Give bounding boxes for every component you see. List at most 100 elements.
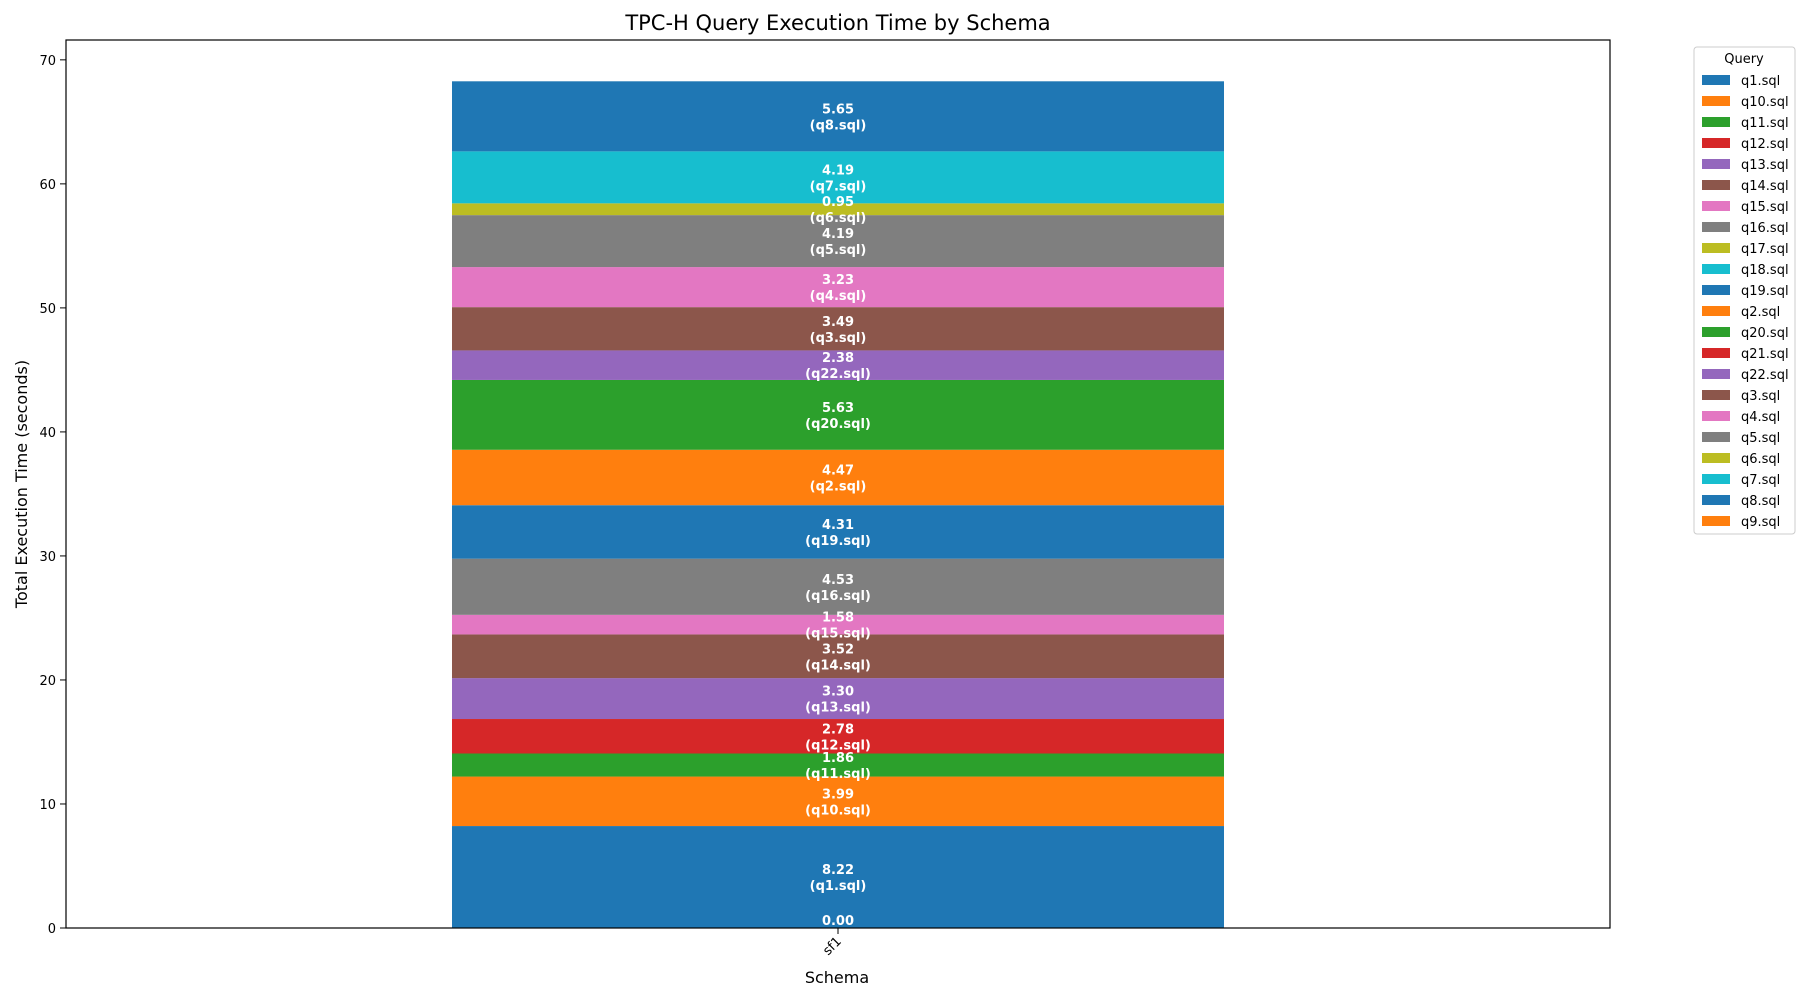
bar-segment-q11 [452,753,1224,777]
data-label-series: (q6.sql) [810,211,867,226]
legend-swatch [1702,432,1730,442]
legend-entry: q22.sql [1741,368,1789,383]
legend-entry: q2.sql [1741,305,1780,320]
legend-swatch [1702,411,1730,421]
legend-entry: q8.sql [1741,494,1780,509]
data-label-series: (q16.sql) [805,589,871,604]
chart-title: TPC-H Query Execution Time by Schema [624,11,1050,35]
legend-swatch [1702,369,1730,379]
legend-entry: q1.sql [1741,74,1780,89]
legend-swatch [1702,222,1730,232]
legend-swatch [1702,180,1730,190]
legend-entry: q4.sql [1741,410,1780,425]
legend-entry: q14.sql [1741,179,1789,194]
bar-segment-q4 [452,267,1224,308]
data-label-series: (q2.sql) [810,479,867,494]
data-label-value: 1.58 [822,611,854,626]
bar-segment-q20 [452,379,1224,450]
legend-entry: q11.sql [1741,116,1789,131]
y-tick-label: 20 [39,674,56,689]
data-labels-layer: 0.00 8.22(q1.sql) 3.99(q10.sql) 1.86(q11.sq… [805,102,871,929]
legend-swatch [1702,264,1730,274]
data-label-series: (q20.sql) [805,417,871,432]
legend-swatch [1702,285,1730,295]
data-label-value: 3.49 [822,315,854,330]
x-axis-title: Schema [805,968,869,987]
data-label-value: 3.30 [822,685,854,700]
y-tick-label: 50 [39,302,56,317]
legend-entry: q15.sql [1741,200,1789,215]
legend-swatch [1702,348,1730,358]
legend-swatch [1702,327,1730,337]
legend[interactable]: Query q1.sql q10.sql q11.sql q12.sql q13.sql… [1693,46,1796,535]
bar-segment-q1 [452,826,1224,928]
legend-swatch [1702,243,1730,253]
bar-segment-q12 [452,719,1224,754]
bar-segment-q14 [452,634,1224,679]
legend-entry: q16.sql [1741,221,1789,236]
legend-entry: q7.sql [1741,473,1780,488]
bar-segment-q10 [452,776,1224,827]
data-label-series: (q19.sql) [805,534,871,549]
data-label-value: 0.95 [822,195,854,210]
data-label-series: (q11.sql) [805,767,871,782]
data-label-value: 3.99 [822,787,854,802]
legend-entry: q17.sql [1741,242,1789,257]
y-tick-label: 40 [39,426,56,441]
data-label-value: 4.31 [822,518,854,533]
legend-swatch [1702,159,1730,169]
bar-segment-q16 [452,558,1224,615]
legend-entry: q10.sql [1741,95,1789,110]
data-label-series: (q22.sql) [805,367,871,382]
data-label-value: 3.23 [822,273,854,288]
legend-swatch [1702,453,1730,463]
legend-entry: q6.sql [1741,452,1780,467]
y-tick-label: 60 [39,178,56,193]
data-label-series: (q5.sql) [810,243,867,258]
legend-swatch [1702,390,1730,400]
x-tick-label: sf1 [820,934,844,958]
bars-layer [452,81,1224,928]
legend-title: Query [1724,52,1764,67]
bar-segment-q7 [452,151,1224,204]
y-axis-title: Total Execution Time (seconds) [12,360,31,609]
legend-swatch [1702,306,1730,316]
bar-segment-q13 [452,678,1224,720]
data-label-value: 1.86 [822,751,854,766]
legend-entry: q12.sql [1741,137,1789,152]
data-label-value: 5.65 [822,102,854,117]
legend-entry: q19.sql [1741,284,1789,299]
y-tick-label: 30 [39,550,56,565]
bar-segment-q6 [452,203,1224,216]
legend-swatch [1702,96,1730,106]
data-label-value: 4.53 [822,573,854,588]
legend-swatch [1702,117,1730,127]
legend-entry: q21.sql [1741,347,1789,362]
bar-segment-q3 [452,307,1224,351]
x-axis: sf1 [820,928,845,959]
legend-entry: q18.sql [1741,263,1789,278]
data-label-series: (q4.sql) [810,289,867,304]
data-label-value: 4.19 [822,227,854,242]
data-label-value: 5.63 [822,401,854,416]
legend-entry: q20.sql [1741,326,1789,341]
data-label-series: (q1.sql) [810,879,867,894]
legend-swatch [1702,495,1730,505]
bar-segment-q5 [452,215,1224,268]
data-label-series: (q15.sql) [805,627,871,642]
bar-segment-q22 [452,350,1224,380]
data-label-value: 4.19 [822,163,854,178]
legend-swatch [1702,75,1730,85]
y-tick-label: 70 [39,54,56,69]
data-label-series: (q7.sql) [810,179,867,194]
data-label-series: (q13.sql) [805,701,871,716]
legend-swatch [1702,138,1730,148]
data-label-series: (q3.sql) [810,331,867,346]
data-label-value: 3.52 [822,642,854,657]
data-label-value: 2.78 [822,722,854,737]
legend-entry: q3.sql [1741,389,1780,404]
data-label-series: (q8.sql) [810,118,867,133]
y-tick-label: 0 [48,922,56,937]
bar-segment-q8 [452,81,1224,152]
